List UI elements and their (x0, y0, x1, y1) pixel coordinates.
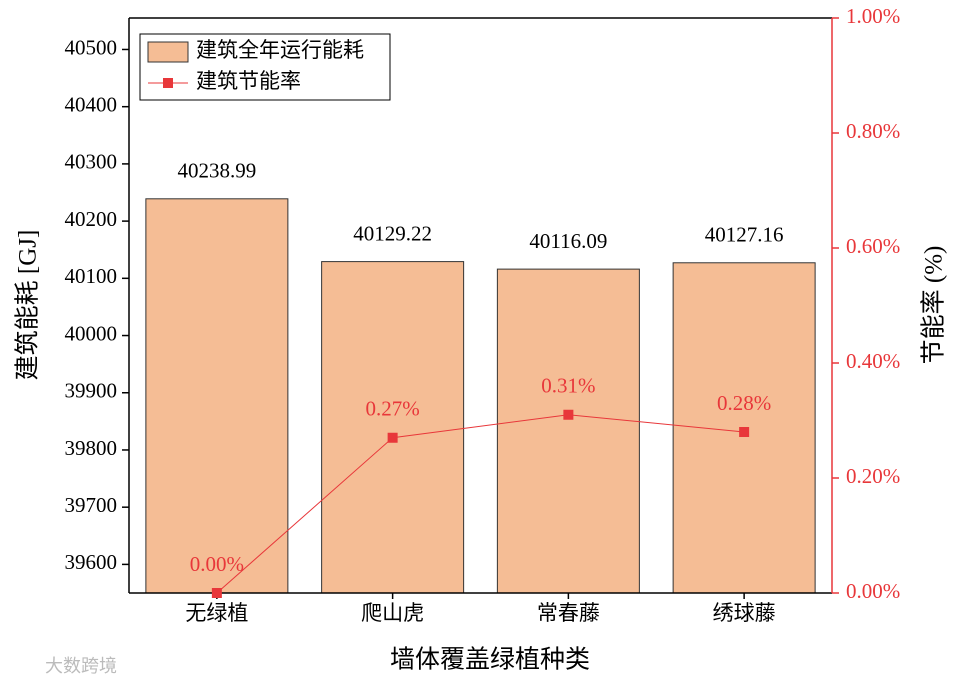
x-axis-label: 墙体覆盖绿植种类 (390, 646, 590, 674)
x-tick-label: 无绿植 (185, 601, 248, 625)
line (216, 414, 745, 594)
y-axis-label: 建筑能耗 [GJ] (14, 230, 42, 381)
x-tick-label: 爬山虎 (361, 601, 424, 625)
legend-label: 建筑全年运行能耗 (196, 38, 364, 62)
y-tick-label: 40200 (65, 207, 118, 231)
line-marker (739, 427, 750, 437)
y-tick-label: 40300 (65, 150, 118, 174)
y2-tick-label: 0.40% (846, 349, 900, 373)
line-marker (387, 432, 398, 443)
y2-tick-label: 1.00% (846, 4, 900, 28)
y-tick-label: 39600 (65, 550, 118, 574)
y-tick-label: 40500 (65, 35, 118, 59)
y-tick-label: 39700 (65, 493, 118, 517)
line-value-label: 0.00% (190, 552, 244, 576)
y-tick-label: 39900 (65, 379, 118, 403)
x-tick-label: 常春藤 (537, 601, 600, 625)
bar-value-label: 40129.22 (353, 221, 432, 245)
y2-tick-label: 0.80% (846, 119, 900, 143)
line-value-label: 0.31% (541, 374, 595, 398)
y2-axis-label: 节能率 (%) (920, 246, 948, 365)
y-tick-label: 40400 (65, 92, 118, 116)
x-tick-label: 绣球藤 (713, 601, 776, 625)
bar (321, 261, 465, 594)
y2-tick-label: 0.20% (846, 464, 900, 488)
y-tick-label: 39800 (65, 436, 118, 460)
y-tick-label: 40000 (65, 321, 118, 345)
bar-value-label: 40238.99 (178, 159, 257, 183)
legend-marker (163, 78, 173, 88)
y2-tick-label: 0.60% (846, 234, 900, 258)
bar-value-label: 40127.16 (705, 223, 784, 247)
line-value-label: 0.28% (717, 391, 771, 415)
line-marker (563, 409, 574, 420)
y-tick-label: 40100 (65, 264, 118, 288)
legend-swatch (147, 41, 189, 63)
bar-value-label: 40116.09 (529, 229, 607, 253)
bar (145, 198, 289, 594)
y2-tick-label: 0.00% (846, 579, 900, 603)
legend-label: 建筑节能率 (196, 69, 301, 93)
bar (496, 268, 640, 594)
watermark: 大数跨境 (45, 656, 117, 676)
line-value-label: 0.27% (366, 397, 420, 421)
line-marker (211, 588, 222, 598)
